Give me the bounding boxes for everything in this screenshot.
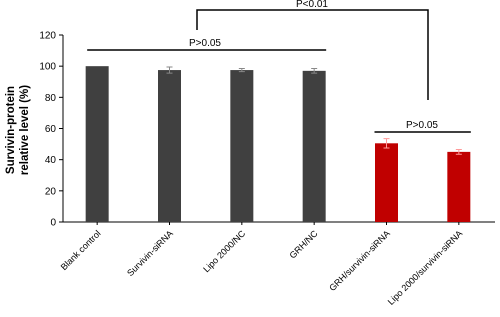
bar xyxy=(158,70,181,222)
y-tick-label: 40 xyxy=(45,155,57,166)
x-tick-label: GRH/survivin-siRNA xyxy=(327,228,392,293)
x-tick-label: Survivin-siRNA xyxy=(125,228,175,278)
error-bar xyxy=(455,149,462,155)
bar xyxy=(302,70,326,222)
bar xyxy=(447,151,471,222)
bar xyxy=(85,66,109,223)
y-tick-label: 120 xyxy=(39,31,56,42)
y-tick-label: 20 xyxy=(45,186,57,197)
error-bar xyxy=(166,66,173,74)
x-tick-label: Blank control xyxy=(59,228,103,272)
y-tick-label: 100 xyxy=(39,62,56,73)
annotation: P>0.05 xyxy=(406,120,438,131)
error-bar xyxy=(383,138,390,149)
annotation: P>0.05 xyxy=(189,38,221,49)
x-tick-label: Lipo 2000/survivin-siRNA xyxy=(386,228,465,307)
y-tick-label: 0 xyxy=(50,218,56,229)
x-tick-label: GRH/NC xyxy=(287,228,320,261)
bar xyxy=(375,143,398,222)
error-bar xyxy=(238,68,245,73)
bar xyxy=(230,70,254,222)
y-tick-label: 80 xyxy=(45,93,57,104)
y-tick-label: 60 xyxy=(45,124,57,135)
error-bar xyxy=(311,68,318,74)
annotation: P<0.01 xyxy=(296,0,328,10)
y-axis-label: relative level (%) xyxy=(19,85,31,175)
y-axis-label: Survivin-protein xyxy=(5,86,17,174)
bracket xyxy=(196,9,429,100)
x-tick-label: Lipo 2000/NC xyxy=(201,228,247,274)
